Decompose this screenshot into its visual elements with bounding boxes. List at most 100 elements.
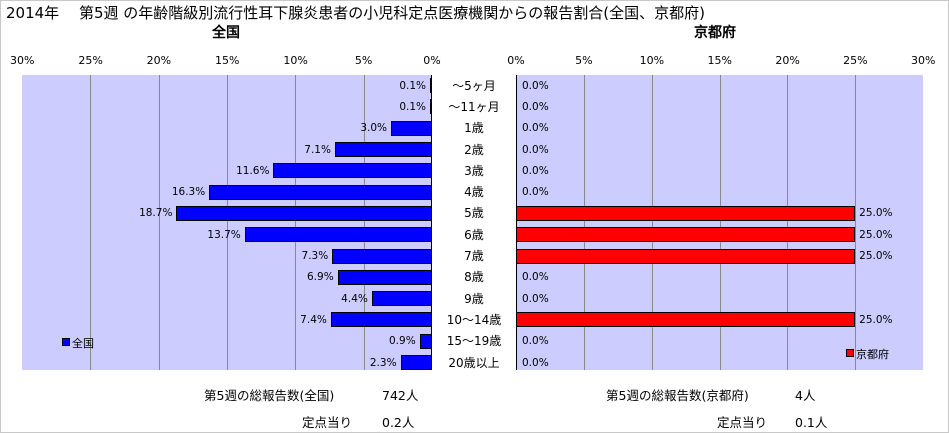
nation-bar (400, 355, 432, 371)
nation-bar (371, 291, 432, 307)
kyoto-legend: 京都府 (846, 346, 889, 362)
nation-tick-label: 15% (215, 54, 240, 67)
nation-bar (209, 184, 432, 200)
nation-per-site-value: 0.2人 (382, 415, 415, 430)
nation-tick-label: 30% (10, 54, 35, 67)
category-label: 6歳 (464, 227, 484, 242)
nation-legend-label: 全国 (72, 337, 94, 350)
kyoto-per-site-value: 0.1人 (795, 415, 828, 430)
nation-total-value: 742人 (382, 388, 419, 403)
nation-gridline (295, 75, 297, 370)
category-label: 5歳 (464, 206, 484, 221)
category-label: 10〜14歳 (446, 312, 502, 327)
nation-bar (273, 163, 432, 179)
nation-data-label: 0.1% (399, 79, 426, 92)
nation-zero-axis (431, 75, 432, 370)
kyoto-total-label: 第5週の総報告数(京都府) (606, 388, 749, 403)
category-label: 3歳 (464, 163, 484, 178)
nation-total-label: 第5週の総報告数(全国) (204, 388, 335, 403)
kyoto-bar (516, 312, 856, 328)
category-label: 〜5ヶ月 (452, 78, 496, 93)
kyoto-gridline (787, 75, 789, 370)
kyoto-bar (516, 248, 856, 264)
kyoto-tick-label: 30% (911, 54, 936, 67)
kyoto-data-label: 25.0% (859, 250, 893, 263)
category-label: 〜11ヶ月 (448, 99, 500, 114)
kyoto-tick-label: 10% (639, 54, 665, 67)
nation-bar (430, 78, 432, 94)
kyoto-tick-label: 5% (575, 54, 593, 67)
nation-legend: 全国 (62, 335, 94, 351)
nation-tick-label: 20% (146, 54, 172, 67)
kyoto-tick-label: 15% (707, 54, 732, 67)
nation-data-label: 6.9% (307, 271, 334, 284)
nation-bar (337, 269, 432, 285)
nation-data-label: 7.4% (300, 313, 327, 326)
kyoto-total-value: 4人 (795, 388, 816, 403)
kyoto-data-label: 25.0% (859, 313, 893, 326)
kyoto-data-label: 0.0% (522, 79, 549, 92)
kyoto-tick-label: 0% (507, 54, 525, 67)
nation-per-site-label: 定点当り (302, 415, 353, 430)
nation-data-label: 7.1% (304, 143, 331, 156)
kyoto-tick-label: 20% (775, 54, 800, 67)
nation-data-label: 2.3% (369, 356, 397, 369)
category-label: 7歳 (464, 249, 484, 264)
category-label: 2歳 (464, 142, 484, 157)
category-label: 20歳以上 (448, 355, 500, 370)
kyoto-gridline (855, 75, 857, 370)
nation-data-label: 0.1% (399, 100, 426, 113)
nation-tick-label: 5% (354, 54, 373, 67)
kyoto-data-label: 0.0% (522, 143, 549, 156)
kyoto-legend-swatch (846, 349, 854, 357)
nation-bar (430, 99, 432, 115)
kyoto-zero-axis (516, 75, 517, 370)
kyoto-gridline (651, 75, 653, 370)
nation-gridline (90, 75, 92, 370)
nation-bar (332, 248, 432, 264)
nation-chart-title: 全国 (212, 25, 240, 41)
kyoto-tick-label: 25% (843, 54, 868, 67)
kyoto-data-label: 0.0% (522, 356, 549, 369)
kyoto-data-label: 0.0% (522, 164, 549, 177)
kyoto-bar (516, 205, 856, 221)
nation-bar (176, 205, 432, 221)
kyoto-data-label: 0.0% (522, 186, 549, 199)
nation-tick-label: 25% (78, 54, 103, 67)
nation-data-label: 13.7% (207, 228, 241, 241)
nation-data-label: 3.0% (360, 122, 387, 135)
nation-data-label: 0.9% (389, 335, 416, 348)
nation-legend-swatch (62, 338, 70, 346)
nation-data-label: 4.4% (341, 292, 368, 305)
category-label: 1歳 (464, 121, 484, 136)
nation-gridline (227, 75, 228, 370)
nation-data-label: 7.3% (301, 250, 329, 263)
nation-data-label: 16.3% (171, 186, 206, 199)
kyoto-data-label: 0.0% (522, 335, 549, 348)
nation-bar (419, 333, 432, 349)
kyoto-data-label: 0.0% (522, 100, 549, 113)
kyoto-gridline (719, 75, 721, 370)
nation-tick-label: 0% (423, 54, 441, 67)
kyoto-data-label: 0.0% (522, 292, 549, 305)
nation-tick-label: 10% (283, 54, 308, 67)
kyoto-chart-title: 京都府 (694, 25, 736, 41)
kyoto-bar (516, 227, 856, 243)
nation-gridline (363, 75, 365, 370)
kyoto-data-label: 25.0% (859, 228, 893, 241)
nation-bar (391, 120, 432, 136)
nation-gridline (158, 75, 160, 370)
chart-main-title: 2014年 第5週 の年齢階級別流行性耳下腺炎患者の小児科定点医療機関からの報告… (6, 4, 705, 22)
nation-bar (334, 142, 432, 158)
kyoto-data-label: 0.0% (522, 122, 549, 135)
nation-bar (244, 227, 432, 243)
nation-bar (330, 312, 432, 328)
kyoto-gridline (583, 75, 585, 370)
category-label: 9歳 (464, 291, 484, 306)
kyoto-per-site-label: 定点当り (717, 415, 768, 430)
kyoto-legend-label: 京都府 (856, 348, 889, 361)
kyoto-data-label: 25.0% (859, 207, 893, 220)
category-label: 8歳 (464, 270, 484, 285)
category-label: 4歳 (464, 185, 484, 200)
nation-data-label: 18.7% (139, 207, 173, 220)
